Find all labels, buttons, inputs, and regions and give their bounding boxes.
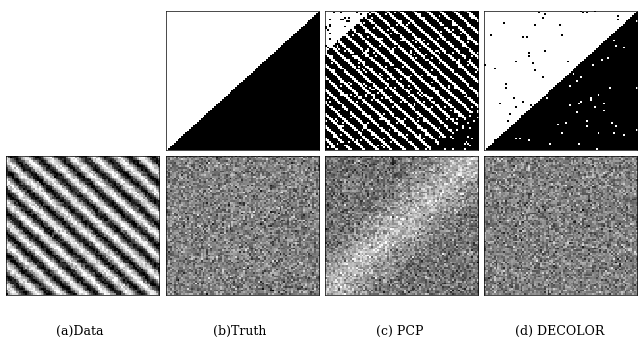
Text: (d) DECOLOR: (d) DECOLOR (515, 325, 605, 337)
Text: (a)Data: (a)Data (56, 325, 104, 337)
Text: (b)Truth: (b)Truth (213, 325, 267, 337)
Text: (c) PCP: (c) PCP (376, 325, 424, 337)
